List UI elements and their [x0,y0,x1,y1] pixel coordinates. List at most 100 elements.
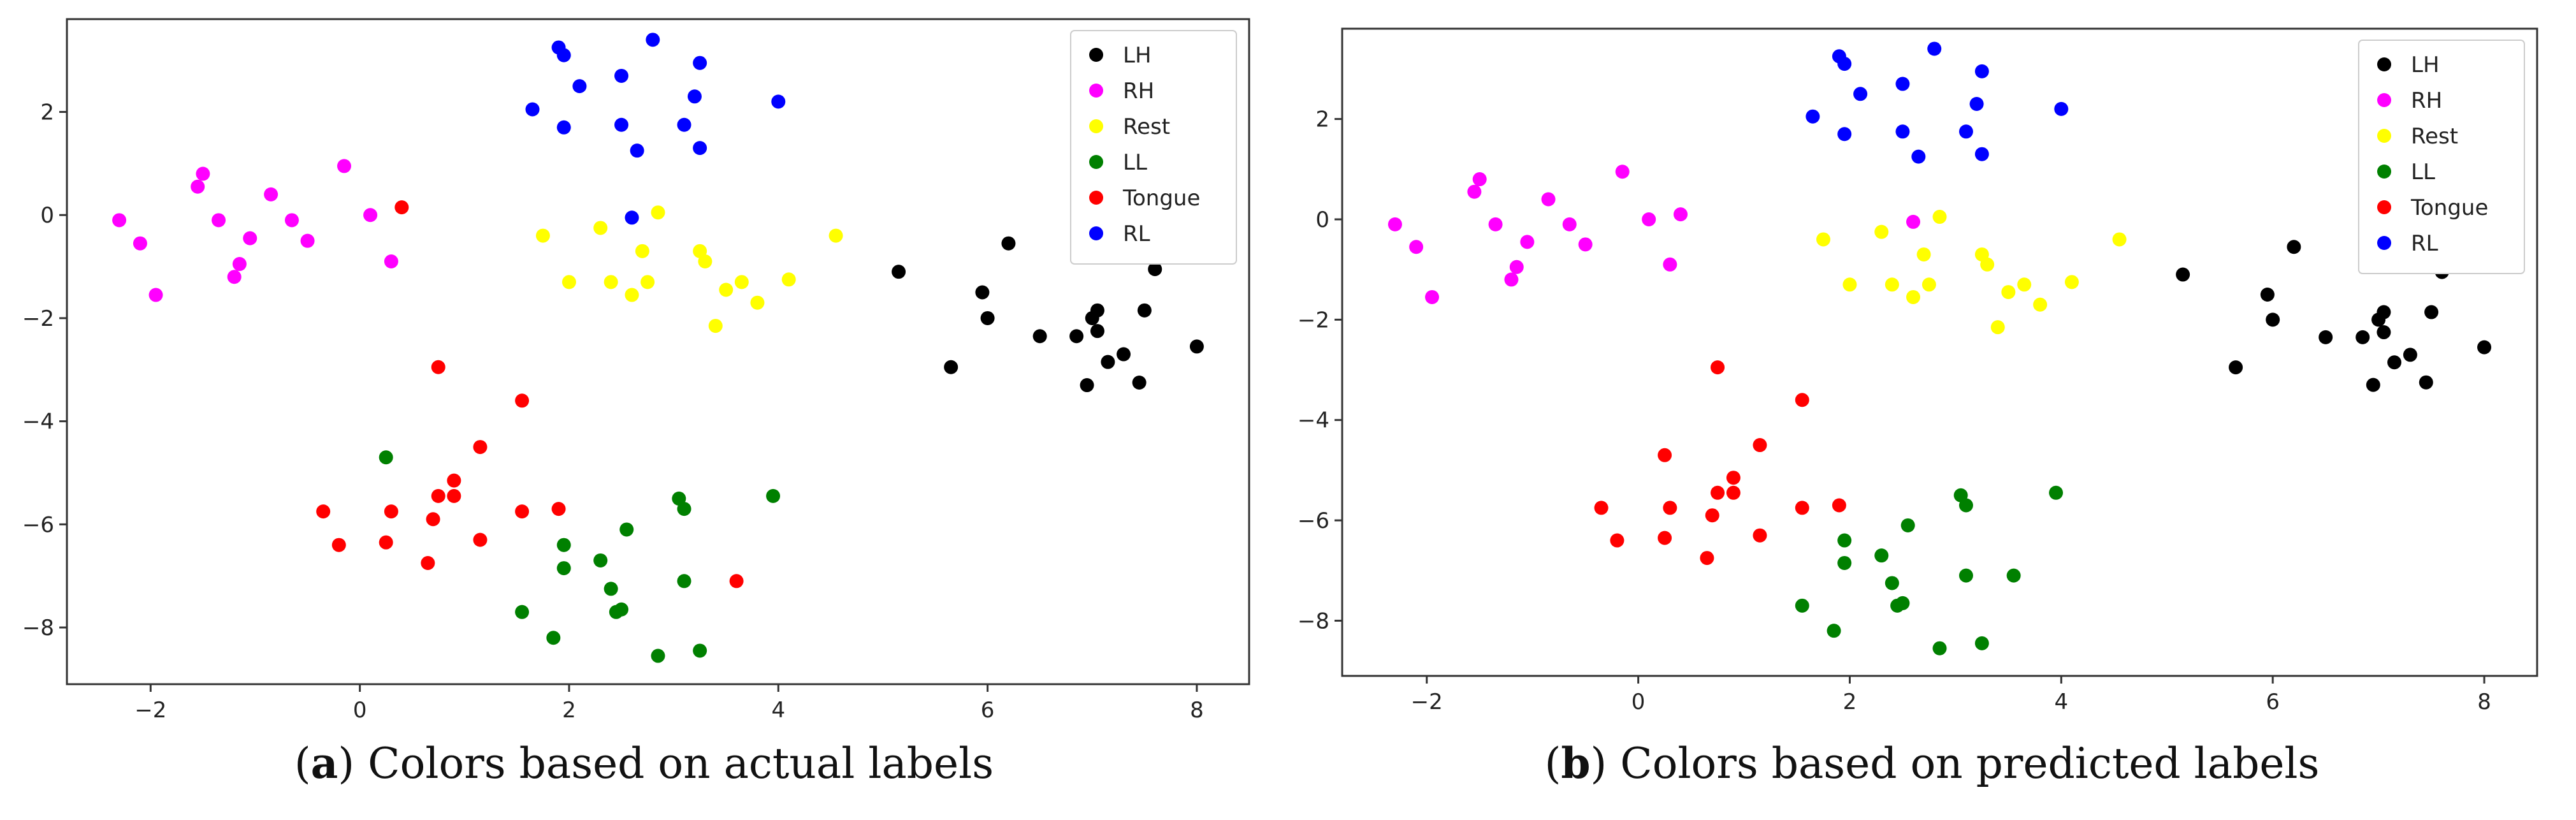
legend-marker [2377,236,2391,250]
point-rh [1562,217,1577,231]
y-tick-label: −4 [22,409,54,435]
point-lh [1090,324,1104,339]
point-rh [1906,214,1921,229]
point-lh [2477,340,2492,355]
point-tongue [515,504,530,519]
point-tongue [1726,471,1740,485]
point-rl [1927,41,1942,56]
point-ll [677,574,691,589]
point-rest [640,275,655,289]
point-lh [2260,288,2275,302]
point-tongue [379,535,393,550]
point-rest [781,272,796,287]
point-rest [2064,275,2079,289]
legend-marker [2377,200,2391,214]
point-rest [1980,257,1995,272]
point-ll [614,602,629,617]
y-tick-label: 0 [1315,207,1329,233]
legend-marker [2377,93,2391,107]
point-ll [1958,568,1973,583]
point-rest [698,254,713,269]
point-rest [1916,247,1931,262]
point-rest [1906,289,1921,304]
scatter-chart-b: −2 0 2 4 6 8 2 0 −2 −4 −6 −8 LH RH Rest LL Tongue RL [1298,27,2538,715]
point-rest [734,275,749,289]
legend-label: LH [2411,52,2440,78]
point-ll [619,522,634,537]
point-lh [1090,303,1104,318]
point-rh [1504,272,1519,287]
point-ll [556,538,571,552]
legend-label: RL [2411,231,2438,256]
point-lh [2403,348,2417,362]
point-ll [672,491,686,506]
point-rest [535,228,550,243]
point-rest [2001,285,2016,300]
point-rest [1990,320,2005,335]
legend-label: LL [1123,150,1147,175]
point-ll [1974,636,1989,650]
point-ll [1837,555,1852,570]
point-lh [1069,329,1084,344]
point-tongue [1711,360,1725,375]
point-rh [1409,240,1424,254]
point-ll [677,502,691,516]
point-lh [980,311,995,325]
point-ll [1958,498,1973,513]
point-rh [1520,235,1535,249]
point-rh [363,208,378,223]
x-tick-label: 0 [353,698,367,723]
point-ll [693,643,707,658]
point-rest [750,295,765,310]
plot-frame [1341,27,2538,677]
point-tongue [1753,528,1767,543]
point-rl [1895,124,1910,139]
point-rl [1805,109,1820,124]
point-rh [212,213,226,228]
caption-a: (a) Colors based on actual labels [294,738,994,788]
point-rest [1932,210,1947,224]
panel-a: −2 0 2 4 6 8 2 0 −2 −4 −6 −8 LH RH Rest LL Tongue RL (a) … [22,18,1250,788]
legend-label: Tongue [1122,186,1200,211]
point-rh [337,159,352,173]
point-rl [614,68,629,83]
point-ll [1885,576,1899,590]
point-ll [515,604,530,619]
point-rest [708,319,723,333]
point-lh [975,285,990,300]
point-ll [1895,596,1910,610]
point-lh [1032,329,1047,344]
point-rest [635,244,649,258]
legend-label: LL [2411,159,2435,185]
y-tick-label: 0 [40,203,54,228]
point-rl [625,210,639,225]
point-ll [1827,624,1841,638]
legend-label: RL [1123,221,1150,247]
point-rh [1509,260,1524,274]
point-rh [232,257,247,272]
point-lh [1137,303,1152,318]
point-rest [1842,277,1857,292]
caption-b-label: b [1561,738,1591,788]
point-tongue [1700,551,1714,566]
point-rest [1885,277,1899,292]
point-rest [625,288,639,302]
point-rl [1974,64,1989,78]
legend-marker [2377,57,2391,71]
legend-marker [1089,191,1103,205]
point-tongue [431,488,445,503]
y-tick-label: −2 [1298,307,1329,333]
point-tongue [447,473,461,488]
x-tick-label: 2 [1843,689,1857,715]
caption-b-text: ) Colors based on predicted labels [1590,739,2320,788]
point-rl [2054,101,2069,116]
point-tongue [1658,448,1672,462]
point-rest [651,205,665,220]
point-rl [630,143,644,158]
point-rl [1895,77,1910,91]
point-tongue [1753,438,1767,453]
point-tongue [426,512,440,527]
y-tick-label: −4 [1298,408,1329,434]
point-tongue [1726,485,1740,500]
point-lh [2377,305,2391,319]
